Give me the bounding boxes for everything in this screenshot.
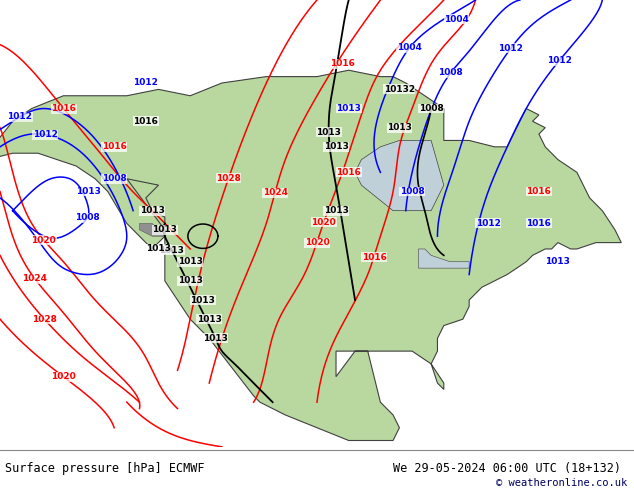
Text: 1004: 1004 [397, 44, 422, 52]
Text: 1020: 1020 [311, 218, 336, 227]
Text: 1013: 1013 [160, 246, 184, 255]
Text: 1013: 1013 [387, 123, 412, 132]
Text: 1024: 1024 [22, 274, 47, 283]
Text: 1004: 1004 [444, 15, 469, 24]
Text: 1013: 1013 [323, 206, 349, 215]
Text: 1012: 1012 [547, 56, 572, 65]
Text: 1028: 1028 [216, 174, 241, 183]
Text: 1013: 1013 [203, 334, 228, 343]
Text: 1008: 1008 [399, 187, 425, 196]
Text: 1016: 1016 [336, 168, 361, 177]
Text: 1012: 1012 [498, 44, 523, 53]
Text: 1013: 1013 [316, 128, 341, 137]
Text: 1013: 1013 [197, 315, 222, 324]
Text: 1020: 1020 [32, 236, 56, 245]
Text: 1008: 1008 [438, 69, 463, 77]
Text: 1016: 1016 [330, 59, 355, 68]
Text: 1013: 1013 [178, 257, 203, 266]
Text: 1016: 1016 [361, 252, 386, 262]
Text: 1013: 1013 [146, 245, 171, 253]
Text: Surface pressure [hPa] ECMWF: Surface pressure [hPa] ECMWF [5, 462, 205, 475]
Text: 10132: 10132 [384, 85, 415, 94]
Text: 1028: 1028 [32, 315, 57, 324]
Text: 1012: 1012 [476, 219, 501, 228]
Text: 1008: 1008 [101, 174, 127, 183]
Text: 1013: 1013 [178, 276, 203, 285]
Text: 1008: 1008 [75, 213, 100, 222]
Polygon shape [0, 70, 621, 441]
Text: 1012: 1012 [133, 78, 158, 88]
Text: 1016: 1016 [526, 187, 552, 196]
Text: 1013: 1013 [323, 142, 349, 151]
Text: 1013: 1013 [152, 225, 178, 234]
Polygon shape [139, 223, 165, 236]
Text: 1016: 1016 [133, 117, 158, 126]
Text: 1020: 1020 [304, 238, 330, 247]
Text: © weatheronline.co.uk: © weatheronline.co.uk [496, 478, 628, 488]
Text: 1012: 1012 [33, 130, 58, 139]
Text: 1016: 1016 [51, 104, 76, 113]
Text: 1013: 1013 [336, 104, 361, 113]
Text: 1016: 1016 [101, 142, 127, 151]
Text: 1012: 1012 [7, 113, 32, 122]
Text: 1013: 1013 [545, 257, 571, 266]
Polygon shape [355, 141, 444, 211]
Text: 1008: 1008 [418, 104, 444, 113]
Text: 1013: 1013 [139, 206, 165, 215]
Text: 1020: 1020 [51, 372, 76, 381]
Polygon shape [418, 249, 469, 268]
Text: 1013: 1013 [190, 295, 216, 305]
Text: 1024: 1024 [262, 188, 288, 197]
Text: 1013: 1013 [76, 187, 101, 196]
Text: We 29-05-2024 06:00 UTC (18+132): We 29-05-2024 06:00 UTC (18+132) [393, 462, 621, 475]
Text: 1016: 1016 [526, 219, 552, 228]
